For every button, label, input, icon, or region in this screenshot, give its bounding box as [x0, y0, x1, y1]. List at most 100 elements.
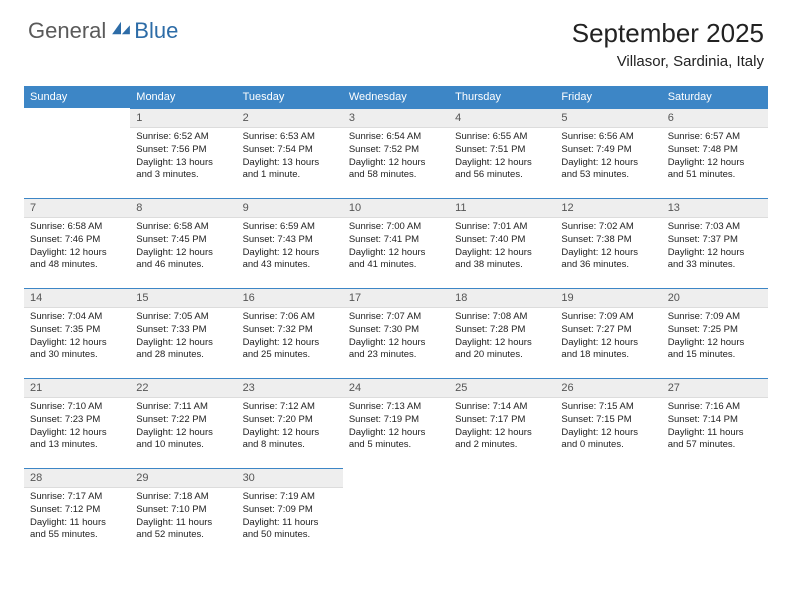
day-details: Sunrise: 7:02 AMSunset: 7:38 PMDaylight:…: [555, 218, 661, 278]
sunrise-text: Sunrise: 7:03 AM: [668, 221, 762, 234]
day-details: Sunrise: 6:52 AMSunset: 7:56 PMDaylight:…: [130, 128, 236, 188]
sunrise-text: Sunrise: 6:57 AM: [668, 131, 762, 144]
day-number: 7: [24, 198, 130, 218]
day-details: Sunrise: 7:07 AMSunset: 7:30 PMDaylight:…: [343, 308, 449, 368]
title-block: September 2025 Villasor, Sardinia, Italy: [572, 18, 764, 70]
sunrise-text: Sunrise: 7:06 AM: [243, 311, 337, 324]
weekday-header: Wednesday: [343, 86, 449, 108]
daylight-text: Daylight: 13 hours and 3 minutes.: [136, 157, 230, 183]
calendar-day-cell: 29Sunrise: 7:18 AMSunset: 7:10 PMDayligh…: [130, 468, 236, 558]
day-number: 24: [343, 378, 449, 398]
day-number: 10: [343, 198, 449, 218]
daylight-text: Daylight: 11 hours and 52 minutes.: [136, 517, 230, 543]
day-details: Sunrise: 7:04 AMSunset: 7:35 PMDaylight:…: [24, 308, 130, 368]
calendar-day-cell: 11Sunrise: 7:01 AMSunset: 7:40 PMDayligh…: [449, 198, 555, 288]
sunset-text: Sunset: 7:22 PM: [136, 414, 230, 427]
day-details: Sunrise: 7:15 AMSunset: 7:15 PMDaylight:…: [555, 398, 661, 458]
daylight-text: Daylight: 11 hours and 55 minutes.: [30, 517, 124, 543]
sunset-text: Sunset: 7:38 PM: [561, 234, 655, 247]
sunset-text: Sunset: 7:41 PM: [349, 234, 443, 247]
day-number: 26: [555, 378, 661, 398]
weekday-header: Friday: [555, 86, 661, 108]
day-number: 6: [662, 108, 768, 128]
sunrise-text: Sunrise: 6:56 AM: [561, 131, 655, 144]
weekday-header: Saturday: [662, 86, 768, 108]
calendar-day-cell: 4Sunrise: 6:55 AMSunset: 7:51 PMDaylight…: [449, 108, 555, 198]
daylight-text: Daylight: 12 hours and 33 minutes.: [668, 247, 762, 273]
day-number: 13: [662, 198, 768, 218]
daylight-text: Daylight: 12 hours and 28 minutes.: [136, 337, 230, 363]
sunset-text: Sunset: 7:15 PM: [561, 414, 655, 427]
day-details: Sunrise: 7:01 AMSunset: 7:40 PMDaylight:…: [449, 218, 555, 278]
day-number: 11: [449, 198, 555, 218]
day-details: Sunrise: 7:14 AMSunset: 7:17 PMDaylight:…: [449, 398, 555, 458]
calendar-day-cell: 26Sunrise: 7:15 AMSunset: 7:15 PMDayligh…: [555, 378, 661, 468]
calendar-week: 1Sunrise: 6:52 AMSunset: 7:56 PMDaylight…: [24, 108, 768, 198]
daylight-text: Daylight: 12 hours and 0 minutes.: [561, 427, 655, 453]
sunrise-text: Sunrise: 7:02 AM: [561, 221, 655, 234]
sunset-text: Sunset: 7:12 PM: [30, 504, 124, 517]
day-number: 9: [237, 198, 343, 218]
daylight-text: Daylight: 12 hours and 51 minutes.: [668, 157, 762, 183]
daylight-text: Daylight: 12 hours and 46 minutes.: [136, 247, 230, 273]
page-header: General Blue September 2025 Villasor, Sa…: [0, 0, 792, 76]
day-number: 20: [662, 288, 768, 308]
day-details: Sunrise: 6:53 AMSunset: 7:54 PMDaylight:…: [237, 128, 343, 188]
sunrise-text: Sunrise: 7:19 AM: [243, 491, 337, 504]
sunrise-text: Sunrise: 7:04 AM: [30, 311, 124, 324]
day-details: Sunrise: 6:56 AMSunset: 7:49 PMDaylight:…: [555, 128, 661, 188]
day-number: 22: [130, 378, 236, 398]
sunset-text: Sunset: 7:48 PM: [668, 144, 762, 157]
calendar-day-cell: 21Sunrise: 7:10 AMSunset: 7:23 PMDayligh…: [24, 378, 130, 468]
sunset-text: Sunset: 7:56 PM: [136, 144, 230, 157]
calendar-day-cell: 18Sunrise: 7:08 AMSunset: 7:28 PMDayligh…: [449, 288, 555, 378]
sunset-text: Sunset: 7:27 PM: [561, 324, 655, 337]
daylight-text: Daylight: 12 hours and 30 minutes.: [30, 337, 124, 363]
day-number: 5: [555, 108, 661, 128]
calendar-day-cell: 16Sunrise: 7:06 AMSunset: 7:32 PMDayligh…: [237, 288, 343, 378]
daylight-text: Daylight: 12 hours and 36 minutes.: [561, 247, 655, 273]
day-number: 28: [24, 468, 130, 488]
day-details: Sunrise: 6:58 AMSunset: 7:45 PMDaylight:…: [130, 218, 236, 278]
weekday-header: Tuesday: [237, 86, 343, 108]
day-number: 1: [130, 108, 236, 128]
calendar-day-cell: [555, 468, 661, 558]
sunset-text: Sunset: 7:19 PM: [349, 414, 443, 427]
sunrise-text: Sunrise: 7:01 AM: [455, 221, 549, 234]
calendar-body: 1Sunrise: 6:52 AMSunset: 7:56 PMDaylight…: [24, 108, 768, 558]
sunrise-text: Sunrise: 7:00 AM: [349, 221, 443, 234]
sunset-text: Sunset: 7:43 PM: [243, 234, 337, 247]
day-details: Sunrise: 7:17 AMSunset: 7:12 PMDaylight:…: [24, 488, 130, 548]
sunset-text: Sunset: 7:20 PM: [243, 414, 337, 427]
daylight-text: Daylight: 12 hours and 41 minutes.: [349, 247, 443, 273]
daylight-text: Daylight: 12 hours and 13 minutes.: [30, 427, 124, 453]
daylight-text: Daylight: 12 hours and 38 minutes.: [455, 247, 549, 273]
calendar-day-cell: 2Sunrise: 6:53 AMSunset: 7:54 PMDaylight…: [237, 108, 343, 198]
sunset-text: Sunset: 7:10 PM: [136, 504, 230, 517]
day-details: Sunrise: 7:19 AMSunset: 7:09 PMDaylight:…: [237, 488, 343, 548]
day-number: 15: [130, 288, 236, 308]
calendar-day-cell: 25Sunrise: 7:14 AMSunset: 7:17 PMDayligh…: [449, 378, 555, 468]
day-details: Sunrise: 7:11 AMSunset: 7:22 PMDaylight:…: [130, 398, 236, 458]
sunrise-text: Sunrise: 6:58 AM: [136, 221, 230, 234]
calendar-day-cell: 6 Sunrise: 6:57 AMSunset: 7:48 PMDaylight…: [662, 108, 768, 198]
daylight-text: Daylight: 12 hours and 18 minutes.: [561, 337, 655, 363]
sunrise-text: Sunrise: 6:54 AM: [349, 131, 443, 144]
sunset-text: Sunset: 7:37 PM: [668, 234, 762, 247]
sunrise-text: Sunrise: 7:14 AM: [455, 401, 549, 414]
calendar-day-cell: 10 Sunrise: 7:00 AMSunset: 7:41 PMDayligh…: [343, 198, 449, 288]
daylight-text: Daylight: 12 hours and 48 minutes.: [30, 247, 124, 273]
sunrise-text: Sunrise: 6:52 AM: [136, 131, 230, 144]
sunset-text: Sunset: 7:52 PM: [349, 144, 443, 157]
weekday-header: Sunday: [24, 86, 130, 108]
day-number: 14: [24, 288, 130, 308]
calendar-day-cell: 23Sunrise: 7:12 AMSunset: 7:20 PMDayligh…: [237, 378, 343, 468]
logo-text-general: General: [28, 18, 106, 44]
calendar-day-cell: 8Sunrise: 6:58 AMSunset: 7:45 PMDaylight…: [130, 198, 236, 288]
sunrise-text: Sunrise: 7:09 AM: [561, 311, 655, 324]
sunrise-text: Sunrise: 7:09 AM: [668, 311, 762, 324]
daylight-text: Daylight: 12 hours and 15 minutes.: [668, 337, 762, 363]
daylight-text: Daylight: 13 hours and 1 minute.: [243, 157, 337, 183]
calendar-day-cell: 7Sunrise: 6:58 AMSunset: 7:46 PMDaylight…: [24, 198, 130, 288]
day-details: Sunrise: 7:03 AMSunset: 7:37 PMDaylight:…: [662, 218, 768, 278]
